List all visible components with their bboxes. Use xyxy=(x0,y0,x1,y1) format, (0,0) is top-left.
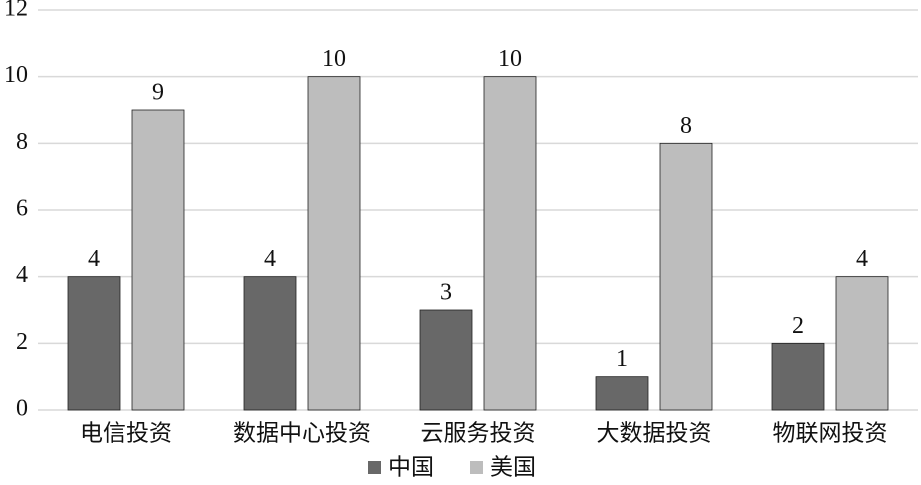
y-tick-label: 0 xyxy=(16,396,28,422)
bar xyxy=(835,276,889,411)
bar xyxy=(659,142,713,411)
y-tick-label: 12 xyxy=(4,0,28,22)
data-label: 10 xyxy=(498,46,522,72)
legend-label: 美国 xyxy=(490,455,536,481)
legend-swatch xyxy=(368,461,381,474)
data-label: 2 xyxy=(792,313,804,339)
bar xyxy=(243,276,297,411)
y-tick-label: 8 xyxy=(16,129,28,155)
x-tick-label: 数据中心投资 xyxy=(233,421,371,447)
legend-swatch xyxy=(470,461,483,474)
x-tick-label: 电信投资 xyxy=(80,421,172,447)
y-tick-label: 10 xyxy=(4,62,28,88)
bar xyxy=(595,376,649,411)
bar xyxy=(67,276,121,411)
data-label: 4 xyxy=(856,246,868,272)
data-label: 4 xyxy=(88,246,100,272)
x-tick-label: 物联网投资 xyxy=(773,421,888,447)
y-tick-label: 4 xyxy=(16,262,28,288)
y-tick-label: 6 xyxy=(16,196,28,222)
x-tick-label: 大数据投资 xyxy=(597,421,712,447)
bar xyxy=(483,76,537,411)
y-tick-label: 2 xyxy=(16,329,28,355)
data-label: 1 xyxy=(616,346,628,372)
x-tick-label: 云服务投资 xyxy=(421,421,536,447)
data-label: 8 xyxy=(680,113,692,139)
data-label: 10 xyxy=(322,46,346,72)
data-label: 4 xyxy=(264,246,276,272)
bar xyxy=(131,109,185,411)
data-label: 9 xyxy=(152,80,164,106)
bar xyxy=(307,76,361,411)
bar xyxy=(771,342,825,411)
bar xyxy=(419,309,473,411)
data-label: 3 xyxy=(440,280,452,306)
legend-label: 中国 xyxy=(388,455,434,481)
